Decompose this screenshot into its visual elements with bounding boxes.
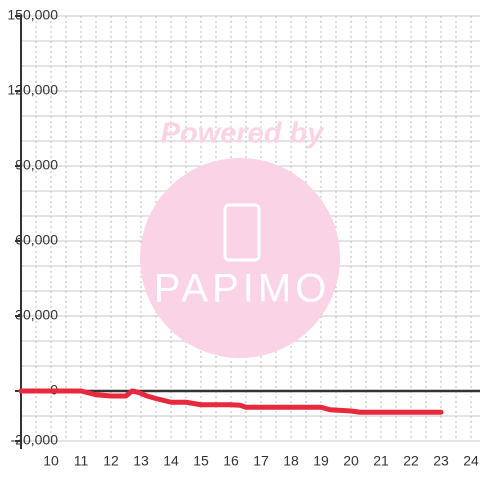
x-tick-label: 16	[223, 453, 239, 469]
x-tick-label: 14	[163, 453, 179, 469]
data-line	[18, 388, 444, 415]
watermark-text: Powered by	[161, 118, 326, 150]
y-tick-label: 90,000	[15, 157, 58, 173]
x-tick-label: 12	[103, 453, 119, 469]
x-tick-label: 17	[253, 453, 269, 469]
x-tick-label: 21	[373, 453, 389, 469]
y-tick-label: 150,000	[7, 7, 58, 23]
x-tick-label: 22	[403, 453, 419, 469]
x-tick-label: 11	[74, 453, 89, 469]
x-tick-label: 15	[193, 453, 209, 469]
x-tick-label: 19	[313, 453, 329, 469]
watermark-circle	[140, 158, 340, 358]
y-tick-label: -20,000	[11, 432, 59, 448]
y-tick-label: 120,000	[7, 82, 58, 98]
x-tick-label: 18	[283, 453, 299, 469]
watermark-icon	[223, 203, 261, 262]
x-tick-label: 24	[463, 453, 479, 469]
x-tick-label: 10	[43, 453, 59, 469]
watermark-text: PAPIMO	[154, 267, 331, 311]
watermark: Powered by PAPIMO	[140, 118, 340, 358]
grid	[21, 15, 480, 442]
x-tick-label: 13	[133, 453, 149, 469]
x-tick-label: 20	[343, 453, 359, 469]
plot: 150,000120,00090,00060,00030,0000-20,000…	[7, 7, 480, 469]
y-tick-label: 30,000	[15, 307, 58, 323]
y-tick-label: 60,000	[15, 232, 58, 248]
x-tick-label: 23	[433, 453, 449, 469]
